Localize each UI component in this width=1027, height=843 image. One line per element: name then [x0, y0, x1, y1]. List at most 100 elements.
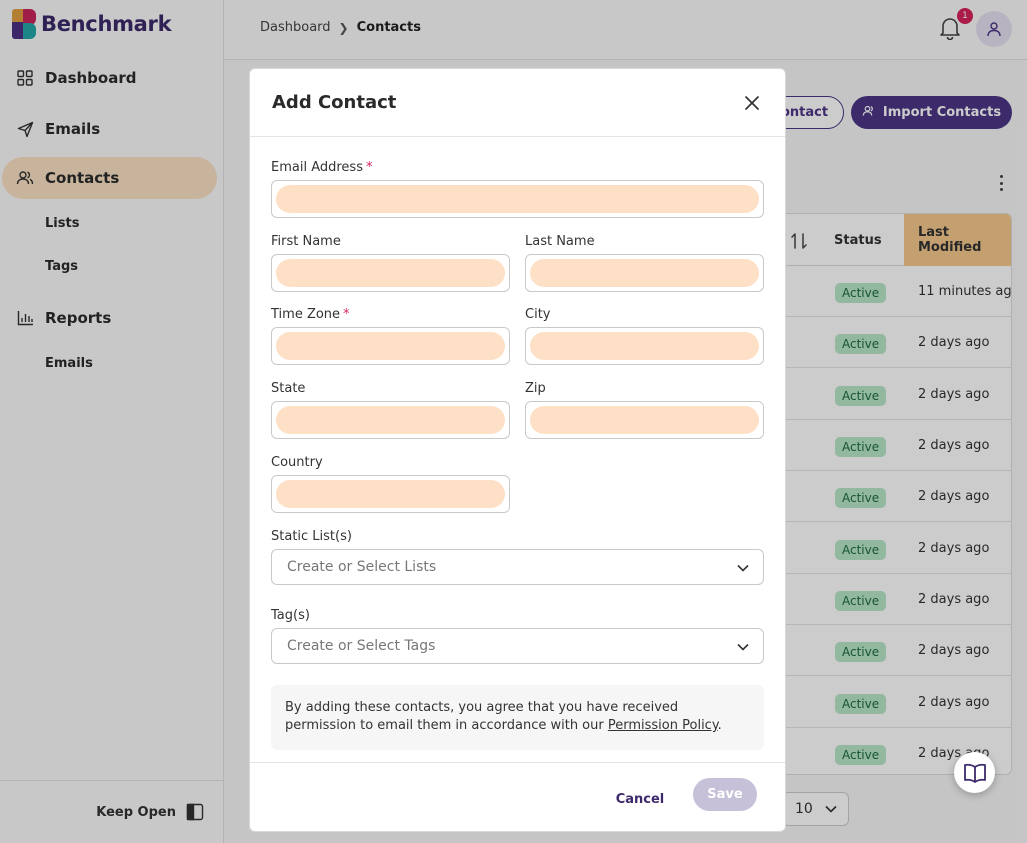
avatar[interactable]	[976, 11, 1012, 47]
state-label: State	[271, 381, 306, 396]
sidebar-item-reports[interactable]: Reports	[2, 297, 217, 339]
last-modified-value: 2 days ago	[918, 541, 990, 556]
state-field-wrap	[271, 401, 510, 439]
table-row[interactable]: Active 2 days ago	[621, 471, 1011, 522]
sort-icon[interactable]	[791, 232, 807, 250]
table-row[interactable]: Active 2 days ago	[621, 369, 1011, 420]
status-badge: Active	[835, 642, 887, 662]
sidebar-item-emails[interactable]: Emails	[2, 108, 217, 150]
table-row[interactable]: Active 2 days ago	[621, 625, 1011, 676]
table-row[interactable]: Active 2 days ago	[621, 677, 1011, 728]
last-name-field-wrap	[525, 254, 764, 292]
column-header-status[interactable]: Status	[834, 233, 882, 248]
more-options-icon[interactable]	[995, 173, 1007, 193]
country-field[interactable]	[276, 480, 505, 508]
breadcrumb: Dashboard ❯ Contacts	[260, 20, 421, 35]
column-header-last-modified[interactable]: Last Modified	[904, 214, 1011, 266]
last-modified-value: 2 days ago	[918, 695, 990, 710]
keep-open-toggle[interactable]: Keep Open	[0, 780, 224, 843]
chevron-down-icon	[737, 639, 749, 655]
sidebar-subitem-tags[interactable]: Tags	[45, 259, 79, 274]
tags-placeholder: Create or Select Tags	[287, 638, 436, 654]
static-lists-label: Static List(s)	[271, 529, 352, 544]
table-row[interactable]: Active 11 minutes ago	[621, 266, 1012, 317]
status-badge: Active	[835, 283, 887, 303]
city-label: City	[525, 307, 551, 322]
bell-icon[interactable]	[939, 16, 961, 41]
cancel-button[interactable]: Cancel	[600, 785, 680, 813]
email-field-wrap	[271, 180, 764, 218]
sidebar-item-dashboard[interactable]: Dashboard	[2, 57, 217, 99]
sidebar-subitem-lists[interactable]: Lists	[45, 216, 80, 231]
permission-notice: By adding these contacts, you agree that…	[271, 685, 764, 750]
first-name-field[interactable]	[276, 259, 505, 287]
zip-field[interactable]	[530, 406, 759, 434]
import-contacts-button[interactable]: Import Contacts	[851, 96, 1012, 129]
sidebar-item-contacts[interactable]: Contacts	[2, 157, 217, 199]
page-size-value: 10	[795, 801, 813, 817]
import-contacts-label: Import Contacts	[882, 105, 1002, 120]
time-zone-label: Time Zone *	[271, 307, 350, 322]
status-badge: Active	[835, 437, 887, 457]
bar-chart-icon	[16, 309, 34, 327]
first-name-field-wrap	[271, 254, 510, 292]
breadcrumb-dashboard[interactable]: Dashboard	[260, 20, 331, 35]
state-field[interactable]	[276, 406, 505, 434]
status-badge: Active	[835, 334, 887, 354]
breadcrumb-contacts: Contacts	[356, 20, 421, 35]
city-field[interactable]	[530, 332, 759, 360]
sidebar-item-label: Reports	[45, 309, 112, 327]
table-row[interactable]: Active 2 days ago	[621, 574, 1011, 625]
dashboard-icon	[16, 69, 34, 87]
email-label: Email Address *	[271, 160, 373, 175]
time-zone-field[interactable]	[276, 332, 505, 360]
last-name-label: Last Name	[525, 234, 595, 249]
static-lists-placeholder: Create or Select Lists	[287, 559, 437, 575]
table-header: Status Last Modified	[621, 214, 1011, 266]
status-badge: Active	[835, 745, 887, 765]
table-row[interactable]: Active 2 days ago	[621, 728, 1011, 774]
save-button[interactable]: Save	[693, 778, 757, 811]
static-lists-select[interactable]: Create or Select Lists	[271, 549, 764, 585]
last-modified-value: 2 days ago	[918, 335, 990, 350]
table-row[interactable]: Active 2 days ago	[621, 317, 1011, 368]
contacts-icon	[16, 169, 34, 187]
sidebar-item-label: Contacts	[45, 169, 120, 187]
status-badge: Active	[835, 591, 887, 611]
keep-open-label: Keep Open	[96, 804, 176, 820]
permission-policy-link[interactable]: Permission Policy	[607, 718, 718, 733]
sidebar-item-label: Emails	[45, 120, 101, 138]
table-row[interactable]: Active 2 days ago	[621, 420, 1011, 471]
page-size-select[interactable]: 10	[782, 792, 849, 826]
dialog-footer: Cancel Save	[250, 762, 785, 832]
chevron-down-icon	[737, 560, 749, 576]
add-contact-dialog: Add Contact Email Address * First Name La…	[249, 68, 786, 832]
zip-label: Zip	[525, 381, 546, 396]
sidebar: Benchmark Dashboard Emails Contacts List…	[0, 0, 224, 843]
zip-field-wrap	[525, 401, 764, 439]
sidebar-panel-icon	[186, 803, 204, 821]
dialog-header: Add Contact	[250, 69, 785, 137]
close-icon[interactable]	[744, 95, 760, 111]
city-field-wrap	[525, 327, 764, 365]
last-modified-value: 2 days ago	[918, 387, 990, 402]
table-row[interactable]: Active 2 days ago	[621, 523, 1011, 574]
notification-badge: 1	[957, 8, 973, 24]
last-modified-value: 2 days ago	[918, 489, 990, 504]
sidebar-subitem-report-emails[interactable]: Emails	[45, 356, 93, 371]
chevron-right-icon: ❯	[338, 20, 349, 35]
last-modified-value: 11 minutes ago	[918, 284, 1012, 299]
last-modified-value: 2 days ago	[918, 592, 990, 607]
tags-select[interactable]: Create or Select Tags	[271, 628, 764, 664]
logo[interactable]: Benchmark	[12, 9, 172, 39]
time-zone-field-wrap	[271, 327, 510, 365]
last-name-field[interactable]	[530, 259, 759, 287]
send-icon	[16, 120, 34, 138]
chevron-down-icon	[825, 801, 837, 817]
permission-notice-end: .	[717, 718, 722, 733]
dialog-title: Add Contact	[272, 92, 397, 113]
email-field[interactable]	[276, 185, 759, 213]
status-badge: Active	[835, 386, 887, 406]
status-badge: Active	[835, 488, 887, 508]
help-book-icon[interactable]	[954, 752, 995, 793]
